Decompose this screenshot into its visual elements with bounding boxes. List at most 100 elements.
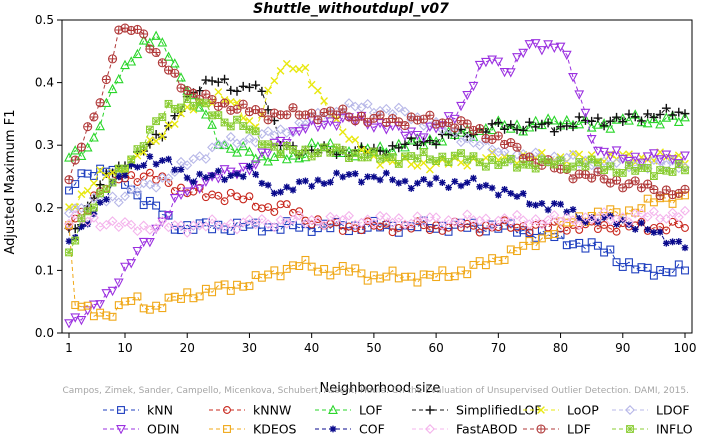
data-point xyxy=(127,161,135,169)
data-point xyxy=(256,213,267,224)
data-point xyxy=(270,189,278,197)
data-point xyxy=(432,157,441,165)
data-point xyxy=(512,142,522,152)
data-point xyxy=(531,122,541,132)
data-point xyxy=(362,214,373,225)
data-point xyxy=(282,142,291,150)
data-point xyxy=(245,117,254,125)
data-point xyxy=(263,156,274,166)
data-point xyxy=(617,154,628,165)
data-point xyxy=(338,227,347,235)
marker-ring xyxy=(350,116,360,126)
data-point xyxy=(107,83,118,94)
data-point xyxy=(70,145,81,155)
data-point xyxy=(244,146,255,156)
data-point xyxy=(606,245,615,254)
data-point xyxy=(425,226,434,235)
data-point xyxy=(312,216,323,227)
data-point xyxy=(289,64,297,73)
data-point xyxy=(132,246,143,257)
data-point xyxy=(592,146,603,157)
data-point xyxy=(200,109,211,119)
data-point xyxy=(605,178,615,188)
data-point xyxy=(238,99,248,109)
data-point xyxy=(655,110,665,119)
data-point xyxy=(637,116,646,126)
data-point xyxy=(300,151,311,162)
marker-star xyxy=(575,158,583,166)
data-point xyxy=(444,158,453,166)
marker-ring xyxy=(157,58,167,68)
marker-star xyxy=(339,146,347,154)
data-point xyxy=(89,179,98,188)
data-point xyxy=(356,111,366,121)
marker-ring xyxy=(76,142,86,152)
legend-label: LDOF xyxy=(656,403,690,418)
data-point xyxy=(89,203,98,212)
data-point xyxy=(245,125,254,134)
marker-star xyxy=(475,158,484,166)
data-point xyxy=(320,97,329,105)
marker-cross xyxy=(606,179,614,187)
data-point xyxy=(649,112,659,122)
marker-ring xyxy=(512,142,522,152)
data-point xyxy=(88,300,99,310)
data-point xyxy=(501,186,508,193)
marker-ring xyxy=(680,184,690,194)
data-point xyxy=(425,165,434,174)
marker-ring xyxy=(188,88,198,98)
chart-title: Shuttle_withoutdupl_v07 xyxy=(253,1,449,17)
marker-cross xyxy=(613,176,620,184)
data-point xyxy=(220,280,229,289)
marker-star xyxy=(332,143,341,152)
data-point xyxy=(444,118,454,128)
data-point xyxy=(673,212,684,223)
marker-star xyxy=(675,160,683,168)
data-point xyxy=(536,46,547,56)
marker-star xyxy=(612,168,621,177)
data-point xyxy=(157,215,168,226)
data-point xyxy=(319,220,330,231)
data-point xyxy=(189,294,198,303)
legend-label: SimplifiedLOF xyxy=(456,403,542,418)
series-line xyxy=(68,102,686,214)
marker-star xyxy=(133,145,142,153)
data-point xyxy=(344,98,354,109)
legend-item-ldof: LDOF xyxy=(612,403,690,418)
data-point xyxy=(257,86,267,96)
marker-ring xyxy=(151,47,161,58)
legend-item-lof: LOF xyxy=(315,403,383,418)
data-point xyxy=(494,191,502,199)
data-point xyxy=(462,90,473,101)
marker-cross xyxy=(165,66,172,74)
data-point xyxy=(449,216,460,227)
data-point xyxy=(432,273,441,282)
marker-ring xyxy=(176,83,186,93)
data-point xyxy=(151,129,161,139)
marker-cross xyxy=(395,118,403,126)
data-point xyxy=(512,209,522,220)
data-point xyxy=(113,222,124,233)
data-point xyxy=(245,192,254,201)
data-point xyxy=(419,158,428,167)
marker-star xyxy=(245,125,254,134)
data-point xyxy=(642,152,653,162)
data-point xyxy=(575,238,584,247)
data-point xyxy=(531,164,540,173)
series-ldf xyxy=(64,23,690,201)
data-point xyxy=(376,154,385,163)
marker-ring xyxy=(108,54,118,64)
data-point xyxy=(113,73,124,84)
data-point xyxy=(648,206,659,217)
legend-label: LDF xyxy=(567,422,591,434)
marker-cross xyxy=(333,111,340,119)
data-point xyxy=(132,186,143,197)
data-point xyxy=(195,183,204,192)
x-tick-label: 30 xyxy=(242,341,257,355)
marker-cross xyxy=(84,123,92,131)
marker-ring xyxy=(263,115,273,125)
data-point xyxy=(269,222,280,233)
data-point xyxy=(643,164,652,172)
data-point xyxy=(375,210,386,221)
data-point xyxy=(102,311,111,320)
